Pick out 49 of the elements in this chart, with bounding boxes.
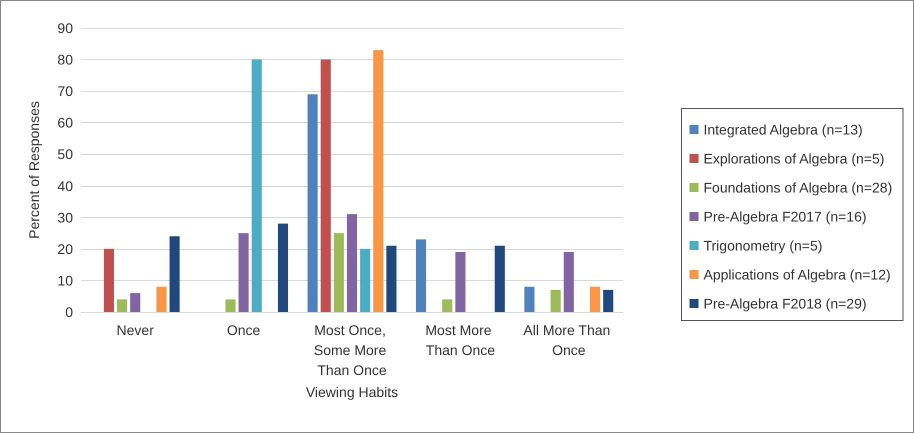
legend-label: Explorations of Algebra (n=5) <box>703 150 884 166</box>
legend-label: Applications of Algebra (n=12) <box>703 266 891 282</box>
x-tick-label: Most More Than Once <box>425 322 496 358</box>
y-tick-label: 10 <box>57 272 74 288</box>
bar <box>590 286 600 312</box>
x-axis-title: Viewing Habits <box>306 384 398 400</box>
legend-label: Trigonometry (n=5) <box>703 238 822 254</box>
bar <box>117 299 128 312</box>
y-tick-label: 20 <box>57 240 74 257</box>
bar <box>416 239 426 312</box>
bar <box>346 214 358 312</box>
bar <box>386 246 396 312</box>
legend-label: Integrated Algebra (n=13) <box>703 122 863 138</box>
bar <box>603 290 614 312</box>
y-tick-label: 50 <box>57 146 74 162</box>
legend-label: Foundations of Algebra (n=28) <box>703 180 892 196</box>
bar <box>156 286 167 312</box>
bar <box>225 299 236 312</box>
bar <box>334 233 344 312</box>
bar <box>252 60 262 312</box>
bar <box>360 248 370 312</box>
x-tick-label: Most Once, Some More Than Once <box>314 322 390 378</box>
y-tick-label: 70 <box>57 83 74 100</box>
y-tick-label: 90 <box>57 20 74 36</box>
bar <box>278 224 288 312</box>
y-tick-label: 60 <box>57 114 74 131</box>
bar <box>104 248 114 312</box>
y-tick-label: 0 <box>65 304 74 320</box>
y-axis-title: Percent of Responses <box>26 101 42 239</box>
x-tick-label: All More Than Once <box>523 322 614 358</box>
bar <box>170 236 180 312</box>
bar <box>320 60 331 312</box>
x-tick-label: Never <box>116 322 154 338</box>
bar <box>455 252 466 312</box>
bar <box>524 286 534 312</box>
legend-label: Pre-Algebra F2018 (n=29) <box>703 296 867 312</box>
bar <box>564 252 574 312</box>
x-tick-label: Once <box>226 322 261 338</box>
y-tick-label: 40 <box>57 178 74 194</box>
bar <box>130 293 140 312</box>
bar <box>550 290 561 312</box>
y-tick-label: 80 <box>57 52 74 68</box>
bar <box>373 50 384 312</box>
bar <box>238 233 249 312</box>
legend-label: Pre-Algebra F2017 (n=16) <box>703 208 867 224</box>
bar <box>308 94 318 312</box>
bar <box>494 246 505 312</box>
y-tick-label: 30 <box>57 209 74 226</box>
bar <box>442 299 452 312</box>
